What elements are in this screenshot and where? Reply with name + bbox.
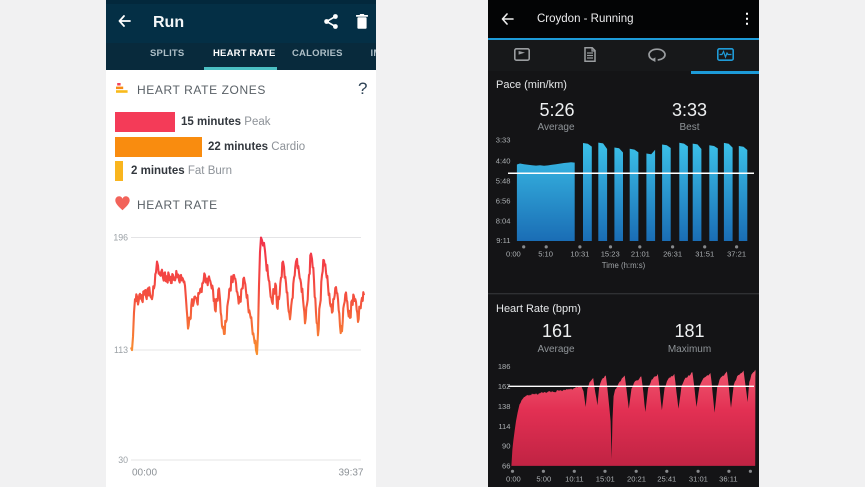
svg-text:0:00: 0:00 <box>506 475 521 484</box>
svg-text:90: 90 <box>502 442 510 451</box>
svg-text:00:00: 00:00 <box>132 468 157 479</box>
svg-text:5:00: 5:00 <box>536 475 551 484</box>
svg-text:25:41: 25:41 <box>657 475 676 484</box>
svg-text:Time (h:m:s): Time (h:m:s) <box>602 261 646 270</box>
svg-text:31:51: 31:51 <box>695 250 714 259</box>
svg-text:31:01: 31:01 <box>689 475 708 484</box>
svg-text:26:31: 26:31 <box>663 250 682 259</box>
svg-text:162: 162 <box>498 382 511 391</box>
svg-text:30: 30 <box>118 455 128 465</box>
svg-text:10:11: 10:11 <box>565 475 583 484</box>
svg-text:5:10: 5:10 <box>538 250 553 259</box>
svg-text:10:31: 10:31 <box>570 250 589 259</box>
svg-text:113: 113 <box>114 345 128 355</box>
svg-text:39:37: 39:37 <box>338 468 363 479</box>
svg-text:21:01: 21:01 <box>631 250 650 259</box>
svg-text:0:00: 0:00 <box>506 250 521 259</box>
svg-text:15:01: 15:01 <box>596 475 615 484</box>
svg-text:66: 66 <box>502 462 510 471</box>
svg-text:6:56: 6:56 <box>496 197 511 206</box>
svg-text:196: 196 <box>113 233 128 243</box>
svg-text:36:11: 36:11 <box>719 475 737 484</box>
svg-text:186: 186 <box>498 362 511 371</box>
svg-text:5:48: 5:48 <box>496 177 511 186</box>
svg-text:114: 114 <box>498 422 510 431</box>
svg-text:8:04: 8:04 <box>496 217 511 226</box>
svg-text:4:40: 4:40 <box>496 157 511 166</box>
svg-text:9:11: 9:11 <box>496 236 510 245</box>
svg-text:3:33: 3:33 <box>496 136 511 145</box>
svg-text:15:23: 15:23 <box>601 250 620 259</box>
svg-text:138: 138 <box>498 402 511 411</box>
svg-text:37:21: 37:21 <box>727 250 746 259</box>
svg-text:20:21: 20:21 <box>627 475 646 484</box>
